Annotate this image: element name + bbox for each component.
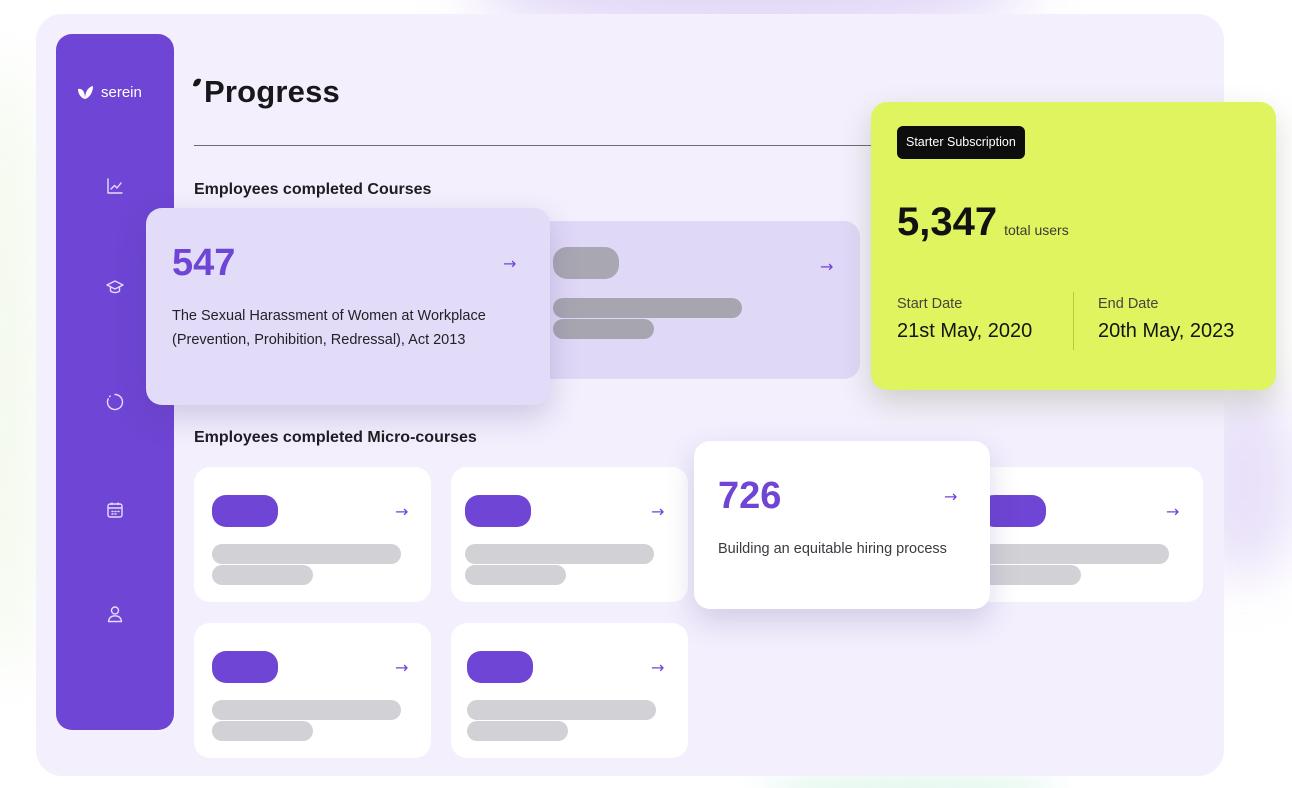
date-separator: [1073, 292, 1074, 350]
micro-courses-section-title: Employees completed Micro-courses: [194, 429, 477, 446]
arrow-right-icon[interactable]: →: [944, 487, 958, 506]
serein-leaf-icon: [78, 85, 93, 99]
brand-logo[interactable]: serein: [76, 84, 142, 101]
micro-course-name: Building an equitable hiring process: [718, 541, 947, 557]
arrow-right-icon[interactable]: →: [651, 658, 665, 677]
title-placeholder: [553, 298, 742, 318]
title-placeholder: [212, 700, 401, 720]
micro-course-card-2[interactable]: →: [451, 467, 688, 602]
circle-progress-icon: [106, 393, 124, 411]
background-glow-left: [0, 60, 40, 680]
subscription-badge: Starter Subscription: [897, 126, 1025, 159]
start-date: Start Date 21st May, 2020: [897, 296, 1032, 343]
subtitle-placeholder: [465, 565, 566, 585]
end-date-value: 20th May, 2023: [1098, 320, 1235, 342]
title-placeholder: [467, 700, 656, 720]
arrow-right-icon[interactable]: →: [651, 502, 665, 521]
featured-micro-course-card[interactable]: 726 → Building an equitable hiring proce…: [694, 441, 990, 609]
subtitle-placeholder: [212, 721, 313, 741]
title-placeholder: [980, 544, 1169, 564]
total-users: 5,347 total users: [897, 200, 1069, 245]
subscription-card[interactable]: Starter Subscription 5,347 total users S…: [871, 102, 1276, 390]
sidebar-item-calendar[interactable]: [105, 500, 125, 520]
count-placeholder: [553, 247, 619, 279]
header-divider: [194, 145, 894, 146]
start-date-value: 21st May, 2020: [897, 320, 1033, 342]
count-placeholder: [212, 495, 278, 527]
subtitle-placeholder: [467, 721, 568, 741]
subtitle-placeholder: [212, 565, 313, 585]
sidebar-item-courses[interactable]: [105, 277, 125, 297]
total-users-label: total users: [1004, 222, 1069, 238]
course-card-placeholder[interactable]: →: [520, 221, 860, 379]
page-title: Progress: [192, 74, 340, 110]
subtitle-placeholder: [553, 319, 654, 339]
count-placeholder: [212, 651, 278, 683]
graduation-cap-icon: [106, 280, 124, 294]
sidebar-item-progress[interactable]: [105, 392, 125, 412]
micro-course-card-6[interactable]: →: [451, 623, 688, 758]
arrow-right-icon[interactable]: →: [395, 658, 409, 677]
micro-course-card-5[interactable]: →: [194, 623, 431, 758]
arrow-right-icon[interactable]: →: [395, 502, 409, 521]
arrow-right-icon[interactable]: →: [1166, 502, 1180, 521]
featured-course-card[interactable]: 547 → The Sexual Harassment of Women at …: [146, 208, 550, 405]
micro-course-completion-count: 726: [718, 475, 782, 517]
sidebar-item-analytics[interactable]: [105, 176, 125, 196]
end-date: End Date 20th May, 2023: [1098, 296, 1234, 343]
calendar-icon: [107, 502, 123, 518]
chart-line-icon: [107, 178, 123, 194]
total-users-count: 5,347: [897, 200, 998, 244]
brand-name: serein: [101, 84, 142, 101]
count-placeholder: [980, 495, 1046, 527]
count-placeholder: [465, 495, 531, 527]
course-completion-count: 547: [172, 242, 236, 284]
course-name: The Sexual Harassment of Women at Workpl…: [172, 308, 486, 348]
end-date-label: End Date: [1098, 296, 1159, 312]
title-placeholder: [212, 544, 401, 564]
user-icon: [107, 606, 123, 623]
subtitle-placeholder: [980, 565, 1081, 585]
page-header: Progress: [192, 74, 340, 110]
micro-course-card-4[interactable]: →: [966, 467, 1203, 602]
arrow-right-icon[interactable]: →: [820, 257, 834, 276]
start-date-label: Start Date: [897, 296, 963, 312]
micro-course-card-1[interactable]: →: [194, 467, 431, 602]
arrow-right-icon[interactable]: →: [503, 254, 517, 273]
courses-section-title: Employees completed Courses: [194, 181, 432, 198]
title-placeholder: [465, 544, 654, 564]
sidebar-item-profile[interactable]: [105, 604, 125, 624]
count-placeholder: [467, 651, 533, 683]
page-title-text: Progress: [204, 74, 340, 109]
